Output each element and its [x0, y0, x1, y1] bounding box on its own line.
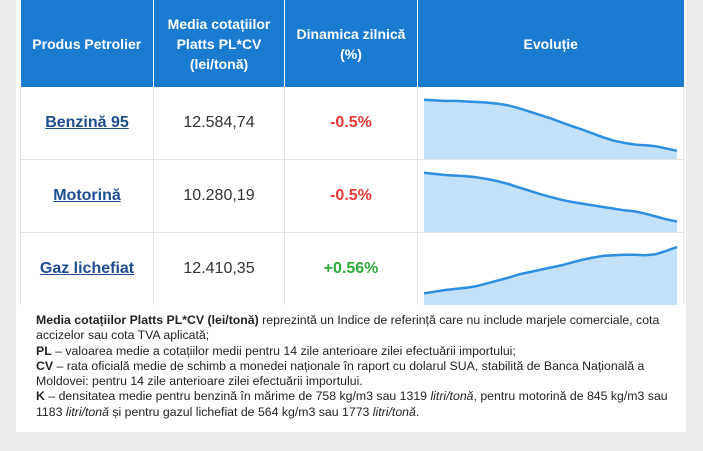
- note-term: Media cotațiilor Platts PL*CV (lei/tonă): [36, 313, 259, 327]
- price-value: 12.410,35: [183, 260, 255, 277]
- fuel-prices-table: Produs Petrolier Media cotațiilor Platts…: [20, 0, 684, 305]
- fuel-prices-card: Produs Petrolier Media cotațiilor Platts…: [16, 0, 686, 432]
- price-cell: 12.584,74: [153, 87, 285, 160]
- daily-change-value: -0.5%: [330, 114, 372, 131]
- note-intro: Media cotațiilor Platts PL*CV (lei/tonă)…: [36, 313, 686, 344]
- sparkline-line: [423, 245, 678, 295]
- product-link-motorina[interactable]: Motorină: [53, 187, 121, 204]
- product-cell: Gaz lichefiat: [20, 232, 154, 305]
- price-cell: 12.410,35: [153, 232, 285, 305]
- note-text: .: [415, 404, 420, 419]
- evolution-sparkline: [423, 245, 678, 305]
- note-text: – valoarea medie a cotațiilor medii pent…: [51, 343, 516, 358]
- evolution-cell: [417, 87, 684, 160]
- evolution-cell: [417, 232, 684, 305]
- table-row: Gaz lichefiat 12.410,35 +0.56%: [20, 232, 684, 305]
- note-text: reprezintă un Indice de referință care n…: [36, 313, 660, 343]
- product-link-benzina-95[interactable]: Benzină 95: [45, 114, 129, 131]
- price-value: 10.280,19: [183, 187, 255, 204]
- change-cell: +0.56%: [284, 232, 418, 305]
- header-daily-change: Dinamica zilnică (%): [284, 0, 418, 87]
- change-cell: -0.5%: [284, 159, 418, 233]
- price-value: 12.584,74: [183, 114, 255, 131]
- note-term: K: [36, 389, 45, 404]
- note-unit: litri/tonă: [65, 404, 109, 419]
- table-row: Benzină 95 12.584,74 -0.5%: [20, 87, 684, 160]
- note-k: K – densitatea medie pentru benzină în m…: [36, 389, 686, 420]
- note-text: – densitatea medie pentru benzină în măr…: [44, 389, 431, 404]
- note-pl: PL – valoarea medie a cotațiilor medii p…: [36, 344, 686, 359]
- sparkline-area: [424, 99, 677, 159]
- sparkline-line: [423, 98, 678, 153]
- evolution-cell: [417, 159, 684, 233]
- evolution-sparkline: [423, 98, 678, 159]
- daily-change-value: +0.56%: [323, 260, 379, 277]
- header-evolution: Evoluție: [417, 0, 684, 87]
- note-text: și pentru gazul lichefiat de 564 kg/m3 s…: [108, 404, 373, 419]
- note-unit: litri/tonă: [430, 389, 474, 404]
- table-header-row: Produs Petrolier Media cotațiilor Platts…: [20, 0, 684, 87]
- notes-section: Media cotațiilor Platts PL*CV (lei/tonă)…: [36, 313, 686, 420]
- product-link-gaz-lichefiat[interactable]: Gaz lichefiat: [39, 260, 135, 277]
- note-cv: CV – rata oficială medie de schimb a mon…: [36, 359, 686, 390]
- price-cell: 10.280,19: [153, 159, 285, 233]
- note-text: – rata oficială medie de schimb a monede…: [36, 358, 645, 389]
- evolution-sparkline: [423, 171, 678, 232]
- change-cell: -0.5%: [284, 87, 418, 160]
- note-term: PL: [36, 343, 52, 358]
- note-unit: litri/tonă: [372, 404, 416, 419]
- product-cell: Benzină 95: [20, 87, 154, 160]
- product-cell: Motorină: [20, 159, 154, 233]
- sparkline-area: [424, 172, 677, 232]
- note-term: CV: [36, 358, 54, 373]
- table-row: Motorină 10.280,19 -0.5%: [20, 159, 684, 233]
- header-average-price: Media cotațiilor Platts PL*CV (lei/tonă): [153, 0, 285, 87]
- note-text: , pentru motorină de 845 kg/m3 sau 1183: [36, 389, 668, 419]
- daily-change-value: -0.5%: [330, 187, 372, 204]
- sparkline-area: [424, 246, 677, 305]
- sparkline-line: [423, 171, 678, 223]
- header-product: Produs Petrolier: [20, 0, 154, 87]
